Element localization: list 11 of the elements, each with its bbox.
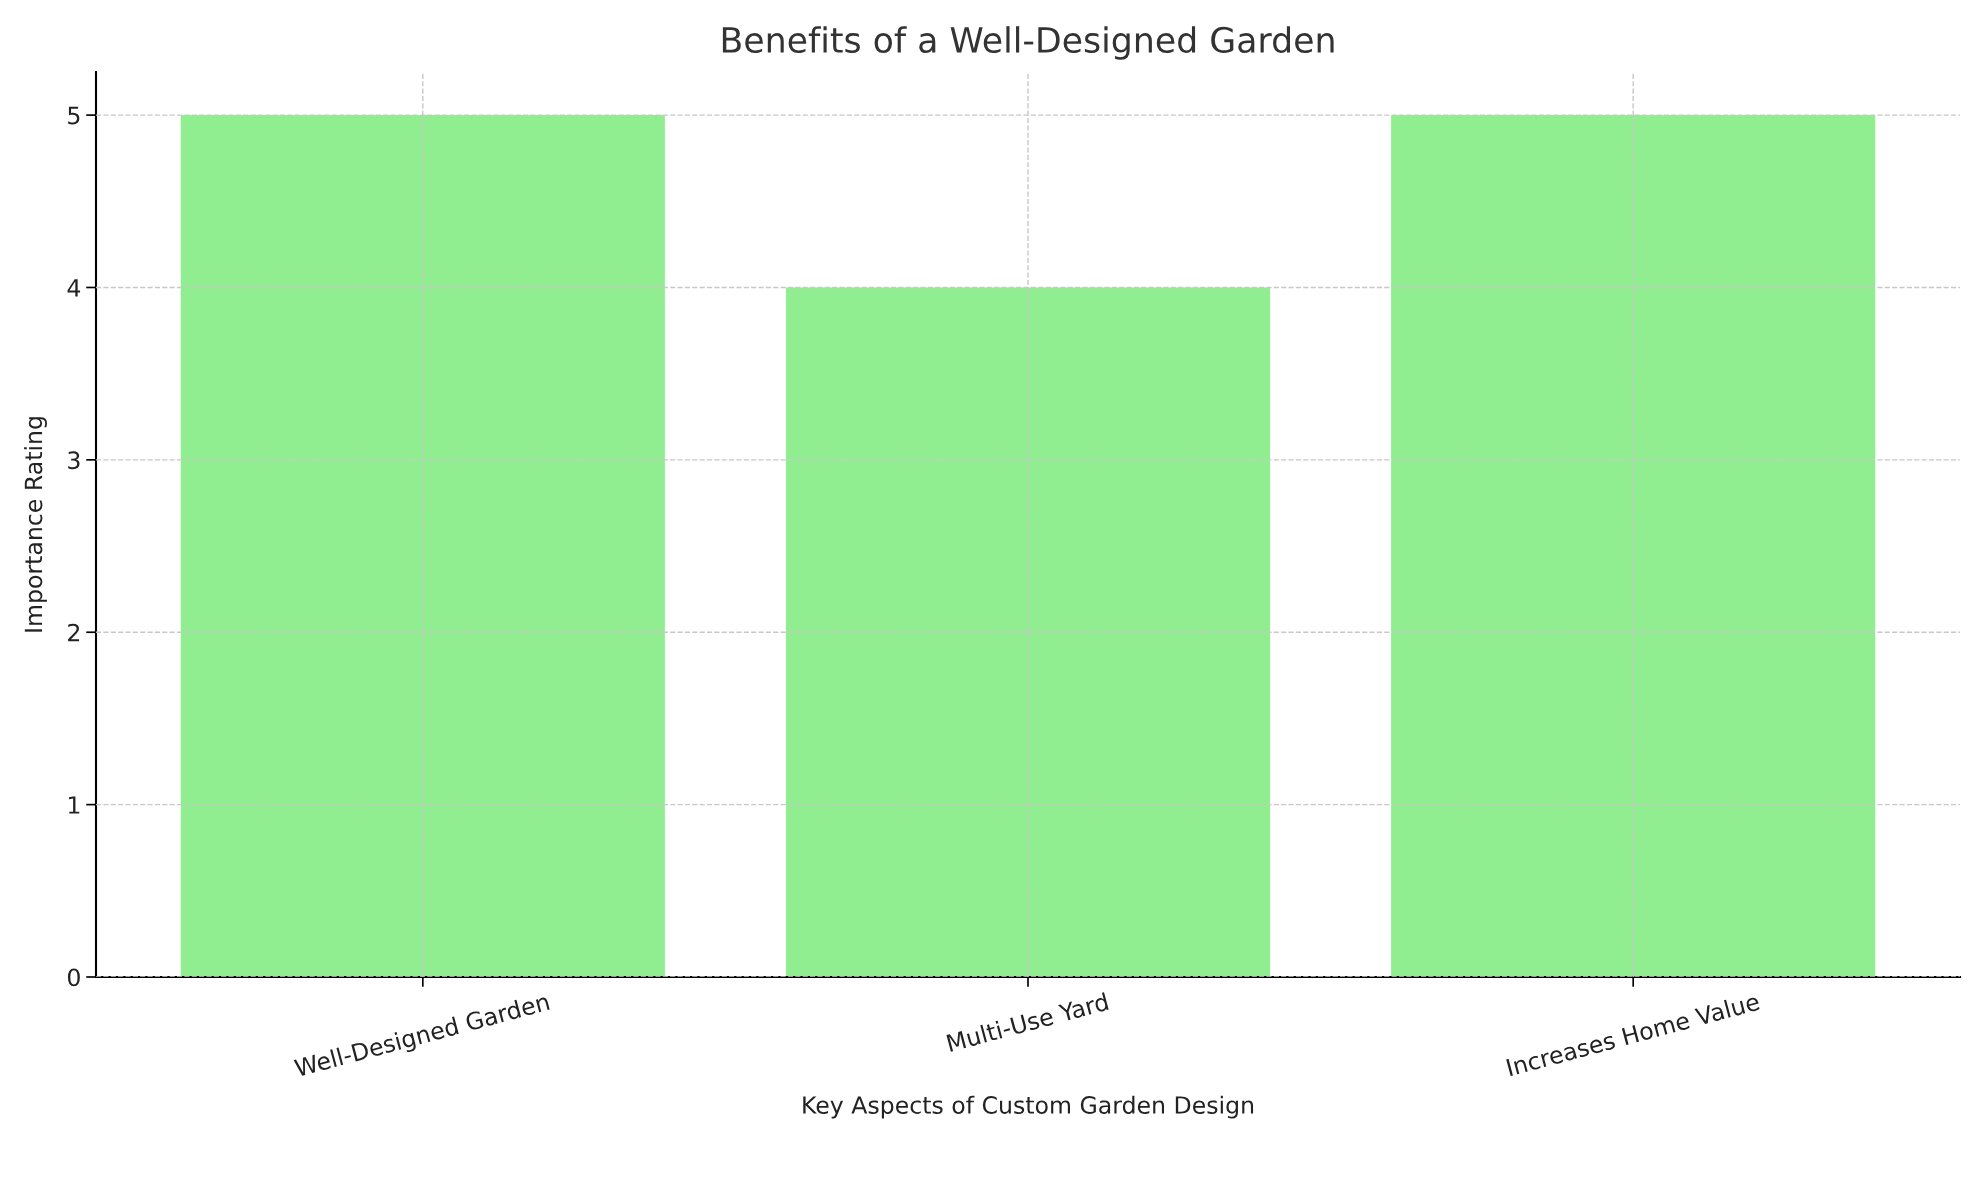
y-tick-label: 1 bbox=[68, 796, 80, 814]
y-tick-label: 5 bbox=[68, 106, 80, 125]
y-tick-label: 0 bbox=[67, 968, 80, 987]
y-tick-label: 4 bbox=[67, 279, 81, 297]
y-axis-title: Importance Rating bbox=[24, 417, 47, 632]
x-axis-title: Key Aspects of Custom Garden Design bbox=[803, 1095, 1254, 1119]
chart-title: Benefits of a Well-Designed Garden bbox=[722, 26, 1334, 60]
y-tick-label: 3 bbox=[68, 451, 80, 470]
y-tick-label: 2 bbox=[68, 623, 80, 642]
x-tick-label: Increases Home Value bbox=[1506, 991, 1761, 1077]
x-tick-label: Multi-Use Yard bbox=[946, 992, 1109, 1053]
